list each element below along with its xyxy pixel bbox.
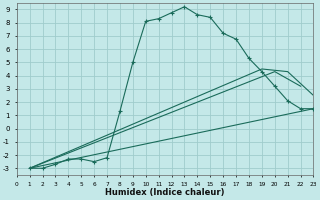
X-axis label: Humidex (Indice chaleur): Humidex (Indice chaleur) [105,188,225,197]
